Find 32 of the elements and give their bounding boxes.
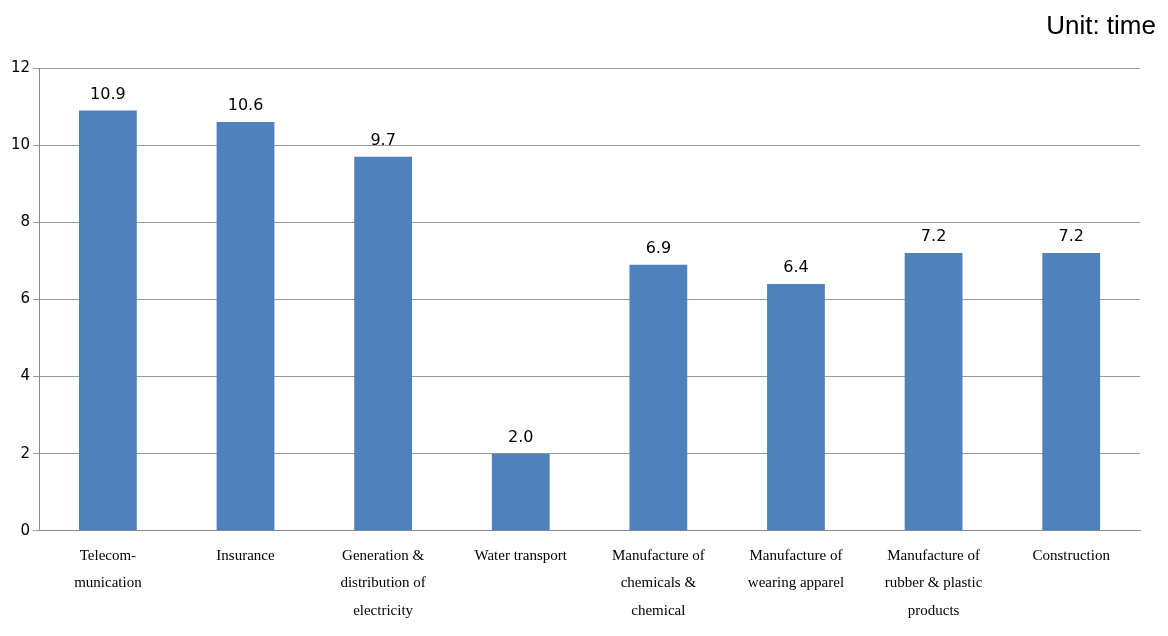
data-label: 6.4: [783, 257, 809, 277]
y-tick-label: 12: [10, 57, 31, 76]
bar: [79, 110, 137, 531]
bar: [1042, 253, 1101, 531]
text: Unit: time: [1046, 10, 1156, 41]
data-label: 2.0: [508, 426, 534, 446]
data-label: 10.9: [90, 83, 126, 103]
x-tick-label: Construction: [1032, 546, 1111, 563]
x-tick-label: Insurance: [216, 546, 275, 563]
y-tick-label: 0: [20, 520, 31, 539]
data-label: 7.2: [920, 226, 947, 246]
data-label: 10.6: [227, 95, 264, 115]
y-tick-label: 2: [20, 443, 31, 462]
x-tick-label: Generation & distribution of electricity: [340, 546, 426, 619]
x-tick-label: Manufacture of wearing apparel: [747, 546, 845, 591]
bar: [629, 264, 688, 531]
x-tick-label: Water transport: [474, 546, 568, 563]
bar: [216, 121, 275, 531]
bar: [491, 453, 550, 531]
y-tick-label: 10: [10, 135, 31, 154]
data-label: 7.2: [1058, 226, 1084, 246]
x-tick-label: Manufacture of rubber & plastic products: [884, 546, 983, 619]
bar: [904, 253, 963, 531]
bar: [354, 156, 413, 531]
x-tick-label: Telecom-munication: [74, 546, 143, 591]
y-tick-label: 6: [20, 289, 31, 308]
bar: [767, 283, 825, 531]
y-tick-label: 8: [20, 212, 31, 231]
data-label: 9.7: [370, 129, 396, 149]
x-tick-label: Manufacture of chemicals & chemical: [611, 546, 705, 619]
y-tick-label: 4: [20, 366, 31, 385]
data-label: 6.9: [645, 237, 672, 257]
